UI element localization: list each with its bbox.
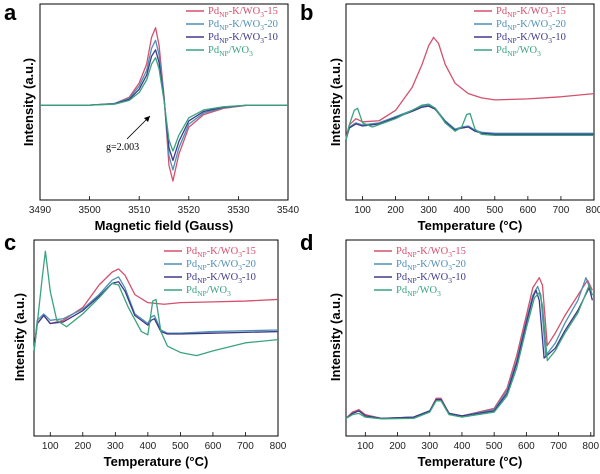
panel-b-xlabel: Temperature (°C) xyxy=(418,218,523,233)
panel-d-letter: d xyxy=(300,230,313,255)
legend-label: PdNP/WO3 xyxy=(186,285,231,298)
panel-c-legend: PdNP-K/WO3-15PdNP-K/WO3-20PdNP-K/WO3-10P… xyxy=(164,246,256,298)
g-value-annotation: g=2.003 xyxy=(106,142,139,153)
panel-b-legend: PdNP-K/WO3-15PdNP-K/WO3-20PdNP-K/WO3-10P… xyxy=(474,6,566,58)
x-tick-label: 3500 xyxy=(78,205,101,216)
x-tick-label: 200 xyxy=(74,441,91,452)
panel-b-frame xyxy=(345,3,595,201)
x-tick-label: 700 xyxy=(237,441,254,452)
legend-label: PdNP-K/WO3-15 xyxy=(496,6,566,19)
legend-label: PdNP-K/WO3-10 xyxy=(186,272,256,285)
series-line-pd-k-wo3-20 xyxy=(33,276,279,351)
panel-a-letter: a xyxy=(4,0,17,25)
series-line-pd-wo3 xyxy=(33,250,279,357)
x-tick-label: 700 xyxy=(550,441,567,452)
x-tick-label: 300 xyxy=(421,441,438,452)
x-tick-label: 800 xyxy=(582,441,599,452)
g-value-arrowhead xyxy=(144,116,150,122)
legend-label: PdNP-K/WO3-10 xyxy=(208,32,278,45)
panel-d-plot xyxy=(345,277,594,420)
panel-b-ylabel: Intensity (a.u.) xyxy=(328,58,343,146)
legend-label: PdNP/WO3 xyxy=(396,285,441,298)
panel-a-plot xyxy=(40,27,288,182)
panel-b: b 100 200 300 400 500 600 700 800 Temperature (… xyxy=(300,0,600,233)
x-tick-label: 3490 xyxy=(29,205,52,216)
x-tick-label: 200 xyxy=(387,205,404,216)
legend-label: PdNP-K/WO3-20 xyxy=(186,259,256,272)
x-tick-label: 100 xyxy=(354,205,371,216)
x-tick-label: 100 xyxy=(357,441,374,452)
x-tick-label: 600 xyxy=(205,441,222,452)
x-tick-label: 300 xyxy=(420,205,437,216)
panel-a-legend: PdNP-K/WO3-15PdNP-K/WO3-20PdNP-K/WO3-10P… xyxy=(186,6,278,58)
x-tick-label: 3540 xyxy=(277,205,300,216)
legend-label: PdNP-K/WO3-15 xyxy=(396,246,466,259)
legend-label: PdNP-K/WO3-20 xyxy=(496,19,566,32)
x-tick-label: 3530 xyxy=(227,205,250,216)
panel-b-ticks: 100 200 300 400 500 600 700 800 xyxy=(354,196,600,216)
panel-a: a 3490 3500 3510 3520 3530 3540 g=2.003 Magne… xyxy=(4,0,300,233)
panel-d-ticks: 100 200 300 400 500 600 700 800 xyxy=(357,432,600,452)
legend-label: PdNP-K/WO3-15 xyxy=(208,6,278,19)
panel-c-ylabel: Intensity (a.u.) xyxy=(12,293,27,381)
x-tick-label: 600 xyxy=(520,205,537,216)
x-tick-label: 400 xyxy=(140,441,157,452)
panel-c: c 100 200 300 400 500 600 700 800 Temperature (… xyxy=(4,230,287,469)
x-tick-label: 400 xyxy=(454,441,471,452)
panel-a-frame xyxy=(39,3,289,201)
x-tick-label: 800 xyxy=(270,441,287,452)
panel-b-letter: b xyxy=(300,0,313,25)
panel-c-xlabel: Temperature (°C) xyxy=(104,454,209,469)
series-line-pd-k-wo3-10 xyxy=(345,287,594,420)
series-line-pd-wo3 xyxy=(345,103,594,140)
x-tick-label: 300 xyxy=(107,441,124,452)
x-tick-label: 600 xyxy=(518,441,535,452)
series-line-pd-wo3 xyxy=(345,284,594,420)
x-tick-label: 200 xyxy=(389,441,406,452)
legend-label: PdNP-K/WO3-10 xyxy=(496,32,566,45)
panel-c-frame xyxy=(33,239,279,437)
panel-c-ticks: 100 200 300 400 500 600 700 800 xyxy=(42,432,287,452)
panel-d-xlabel: Temperature (°C) xyxy=(418,454,523,469)
panel-a-ticks: 3490 3500 3510 3520 3530 3540 xyxy=(29,196,300,216)
panel-d-frame xyxy=(345,239,595,437)
x-tick-label: 3510 xyxy=(128,205,151,216)
series-line-pd-k-wo3-10 xyxy=(33,281,279,351)
x-tick-label: 500 xyxy=(172,441,189,452)
legend-label: PdNP-K/WO3-20 xyxy=(396,259,466,272)
panel-d-legend: PdNP-K/WO3-15PdNP-K/WO3-20PdNP-K/WO3-10P… xyxy=(374,246,466,298)
legend-label: PdNP-K/WO3-15 xyxy=(186,246,256,259)
series-line-pd-wo3 xyxy=(40,57,288,152)
panel-c-letter: c xyxy=(4,230,16,255)
legend-label: PdNP/WO3 xyxy=(496,45,541,58)
panel-a-ylabel: Intensity (a.u.) xyxy=(21,58,36,146)
x-tick-label: 100 xyxy=(42,441,59,452)
panel-d: d 100 200 300 400 500 600 700 800 Temperature (… xyxy=(300,230,600,469)
x-tick-label: 400 xyxy=(453,205,470,216)
x-tick-label: 3520 xyxy=(178,205,201,216)
x-tick-label: 500 xyxy=(486,205,503,216)
panel-c-plot xyxy=(33,250,279,357)
legend-label: PdNP-K/WO3-10 xyxy=(396,272,466,285)
legend-label: PdNP/WO3 xyxy=(208,45,253,58)
x-tick-label: 500 xyxy=(486,441,503,452)
legend-label: PdNP-K/WO3-20 xyxy=(208,19,278,32)
panel-a-xlabel: Magnetic field (Gauss) xyxy=(95,218,234,233)
x-tick-label: 800 xyxy=(586,205,600,216)
panel-d-ylabel: Intensity (a.u.) xyxy=(328,293,343,381)
x-tick-label: 700 xyxy=(553,205,570,216)
panel-b-plot xyxy=(345,36,595,140)
